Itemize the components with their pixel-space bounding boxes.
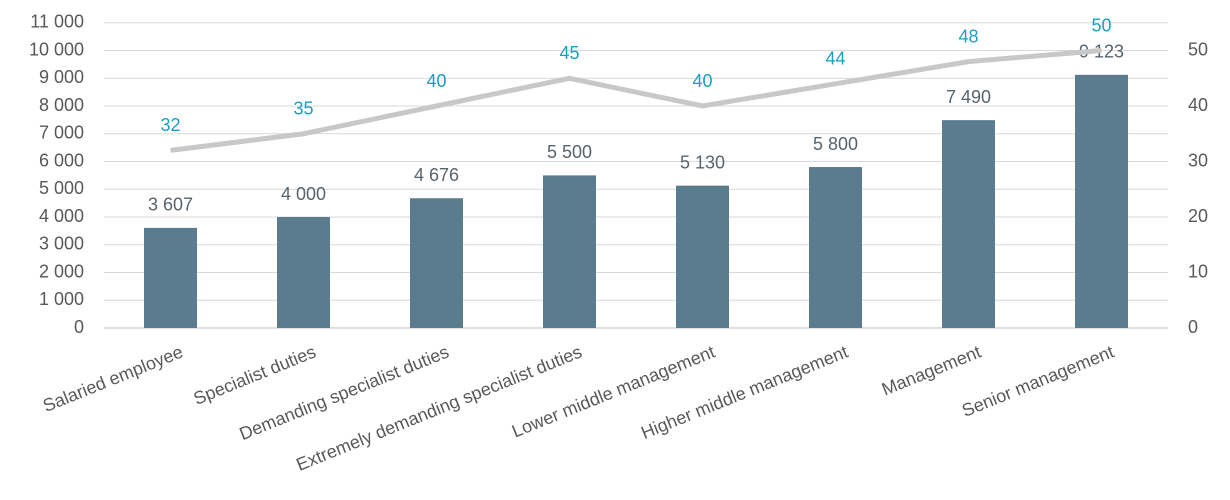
bar-value-label: 5 130 xyxy=(680,152,725,172)
y2-tick-label: 0 xyxy=(1188,317,1198,337)
y-tick-label: 6 000 xyxy=(39,150,84,170)
line-value-label: 40 xyxy=(426,71,446,91)
x-tick-label: Demanding specialist duties xyxy=(236,342,451,445)
bar-value-label: 5 500 xyxy=(547,142,592,162)
line-value-label: 44 xyxy=(825,49,845,69)
y2-tick-label: 30 xyxy=(1188,150,1208,170)
y2-tick-label: 20 xyxy=(1188,206,1208,226)
line-value-label: 48 xyxy=(958,26,978,46)
x-tick-label: Specialist duties xyxy=(191,342,319,409)
bar xyxy=(543,175,596,328)
y-tick-label: 12 000 xyxy=(29,0,84,4)
y-tick-label: 7 000 xyxy=(39,123,84,143)
bar-value-label: 7 490 xyxy=(946,87,991,107)
y2-tick-label: 10 xyxy=(1188,261,1208,281)
y2-tick-label: 60 xyxy=(1188,0,1208,4)
bar-value-label: 4 000 xyxy=(281,184,326,204)
bar xyxy=(1075,74,1128,328)
y2-tick-label: 40 xyxy=(1188,95,1208,115)
bar-value-label: 5 800 xyxy=(813,134,858,154)
y-tick-label: 0 xyxy=(74,317,84,337)
bar-value-label: 4 676 xyxy=(414,165,459,185)
bar xyxy=(410,198,463,328)
line-value-label: 50 xyxy=(1091,15,1111,35)
line-value-label: 45 xyxy=(559,43,579,63)
bar xyxy=(809,167,862,328)
x-tick-label: Salaried employee xyxy=(40,342,186,416)
y-tick-label: 1 000 xyxy=(39,289,84,309)
x-tick-label: Management xyxy=(879,342,984,400)
line-value-label: 32 xyxy=(160,115,180,135)
bar xyxy=(942,120,995,328)
y-tick-label: 3 000 xyxy=(39,234,84,254)
bar xyxy=(676,185,729,328)
bar-value-label: 3 607 xyxy=(148,195,193,215)
y-tick-label: 8 000 xyxy=(39,95,84,115)
bar xyxy=(277,217,330,328)
x-tick-label: Senior management xyxy=(959,342,1117,421)
y-tick-label: 5 000 xyxy=(39,178,84,198)
bar xyxy=(144,227,197,328)
y-tick-label: 11 000 xyxy=(30,12,84,32)
y2-tick-label: 50 xyxy=(1188,39,1208,59)
line-value-label: 35 xyxy=(293,99,313,119)
line xyxy=(170,48,1102,153)
y-tick-label: 4 000 xyxy=(39,206,84,226)
line-value-label: 40 xyxy=(692,71,712,91)
y-tick-label: 10 000 xyxy=(29,39,84,59)
y-tick-label: 9 000 xyxy=(39,67,84,87)
y-tick-label: 2 000 xyxy=(39,261,84,281)
